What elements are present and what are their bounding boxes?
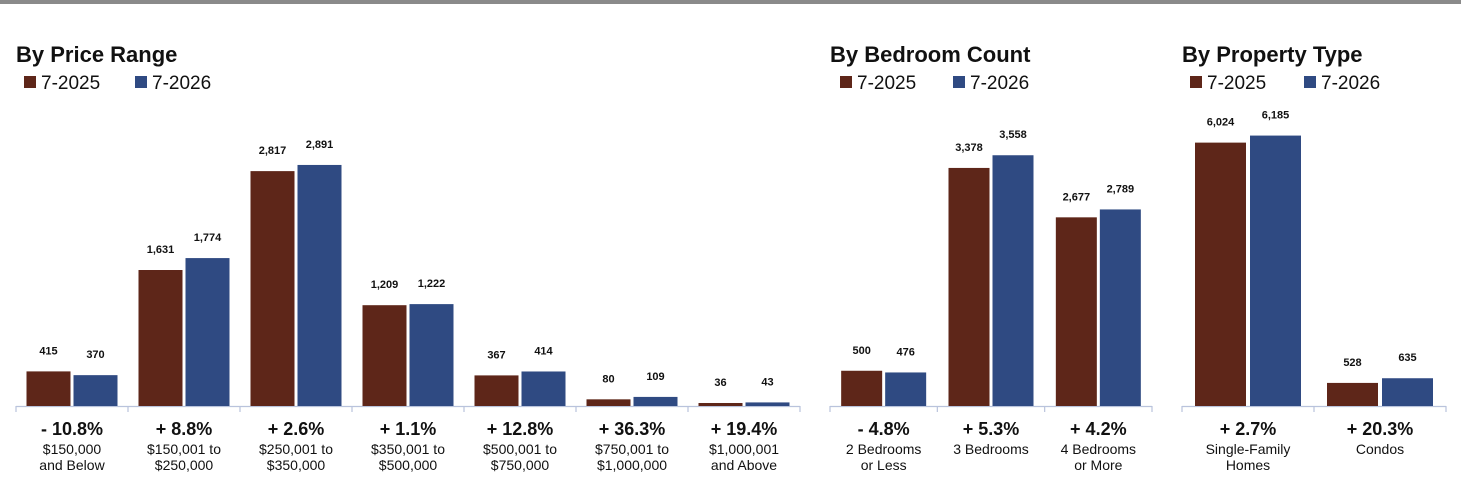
bar xyxy=(26,371,71,406)
category-label: $500,001 to $750,000 xyxy=(483,441,557,473)
change-label: - 10.8% xyxy=(41,419,103,439)
top-rule xyxy=(0,0,1461,4)
data-label: 500 xyxy=(852,345,870,357)
data-label: 2,677 xyxy=(1063,191,1091,203)
change-label: + 5.3% xyxy=(963,419,1020,439)
bar xyxy=(521,371,566,406)
chart-title: By Bedroom Count xyxy=(830,42,1031,67)
bar xyxy=(1327,382,1378,406)
legend-label: 7-2025 xyxy=(857,73,916,94)
category-label: $150,000 and Below xyxy=(39,441,105,473)
bar xyxy=(948,167,990,406)
category-label: $750,001 to $1,000,000 xyxy=(595,441,669,473)
legend-swatch xyxy=(24,76,36,88)
data-label: 109 xyxy=(646,371,664,383)
bar xyxy=(745,402,790,406)
category-label: $1,000,001 and Above xyxy=(709,441,779,473)
data-label: 370 xyxy=(86,349,104,361)
bar xyxy=(185,258,230,406)
legend-label: 7-2026 xyxy=(970,73,1029,94)
bar xyxy=(841,370,883,406)
category-label: $250,001 to $350,000 xyxy=(259,441,333,473)
legend-swatch xyxy=(840,76,852,88)
bar xyxy=(698,402,743,406)
change-label: + 19.4% xyxy=(711,419,778,439)
bar xyxy=(885,372,927,406)
data-label: 1,222 xyxy=(418,278,446,290)
category-label: $150,001 to $250,000 xyxy=(147,441,221,473)
data-label: 2,789 xyxy=(1107,183,1135,195)
bar xyxy=(633,396,678,406)
bar xyxy=(138,270,183,406)
change-label: + 8.8% xyxy=(156,419,213,439)
data-label: 43 xyxy=(761,376,773,388)
change-label: + 2.7% xyxy=(1220,419,1277,439)
bar xyxy=(1250,135,1301,406)
data-label: 528 xyxy=(1343,357,1361,369)
data-label: 3,378 xyxy=(955,142,983,154)
data-label: 6,185 xyxy=(1262,110,1290,122)
bar xyxy=(362,305,407,406)
data-label: 635 xyxy=(1398,352,1416,364)
change-label: + 1.1% xyxy=(380,419,437,439)
legend-label: 7-2026 xyxy=(1321,73,1380,94)
category-label: 3 Bedrooms xyxy=(953,441,1028,457)
chart-1: By Bedroom Count 7-2025 7-2026 500 476 - 4.8%… xyxy=(829,42,1153,473)
chart-title: By Price Range xyxy=(16,42,177,67)
data-label: 415 xyxy=(39,345,57,357)
bar xyxy=(1195,142,1246,407)
change-label: + 2.6% xyxy=(268,419,325,439)
change-label: + 20.3% xyxy=(1347,419,1414,439)
data-label: 1,209 xyxy=(371,279,399,291)
legend-label: 7-2025 xyxy=(1207,73,1266,94)
chart-title: By Property Type xyxy=(1182,42,1363,67)
bar xyxy=(1382,378,1433,406)
chart-2: By Property Type 7-2025 7-2026 6,024 6,185 + … xyxy=(1181,42,1447,473)
data-label: 3,558 xyxy=(999,129,1027,141)
change-label: - 4.8% xyxy=(858,419,910,439)
category-label: Single-Family Homes xyxy=(1206,441,1291,473)
legend-swatch xyxy=(1190,76,1202,88)
data-label: 1,774 xyxy=(194,232,222,244)
data-label: 6,024 xyxy=(1207,117,1235,129)
legend-swatch xyxy=(953,76,965,88)
bar xyxy=(73,375,118,406)
legend-swatch xyxy=(135,76,147,88)
data-label: 2,891 xyxy=(306,139,334,151)
category-label: 4 Bedrooms or More xyxy=(1061,441,1136,473)
legend-label: 7-2025 xyxy=(41,73,100,94)
bar xyxy=(250,171,295,406)
data-label: 414 xyxy=(534,345,553,357)
category-label: 2 Bedrooms or Less xyxy=(846,441,921,473)
legend-swatch xyxy=(1304,76,1316,88)
data-label: 476 xyxy=(896,346,914,358)
change-label: + 4.2% xyxy=(1070,419,1127,439)
data-label: 2,817 xyxy=(259,145,287,157)
bar xyxy=(474,375,519,406)
data-label: 367 xyxy=(487,349,505,361)
bar xyxy=(1099,209,1141,406)
legend-label: 7-2026 xyxy=(152,73,211,94)
data-label: 36 xyxy=(714,377,726,389)
change-label: + 36.3% xyxy=(599,419,666,439)
bar xyxy=(297,164,342,406)
category-label: $350,001 to $500,000 xyxy=(371,441,445,473)
bar xyxy=(409,304,454,406)
data-label: 80 xyxy=(602,373,614,385)
change-label: + 12.8% xyxy=(487,419,554,439)
data-label: 1,631 xyxy=(147,244,175,256)
category-label: Condos xyxy=(1356,441,1404,457)
bar xyxy=(586,399,631,406)
bar xyxy=(1055,217,1097,406)
bar xyxy=(992,155,1034,406)
